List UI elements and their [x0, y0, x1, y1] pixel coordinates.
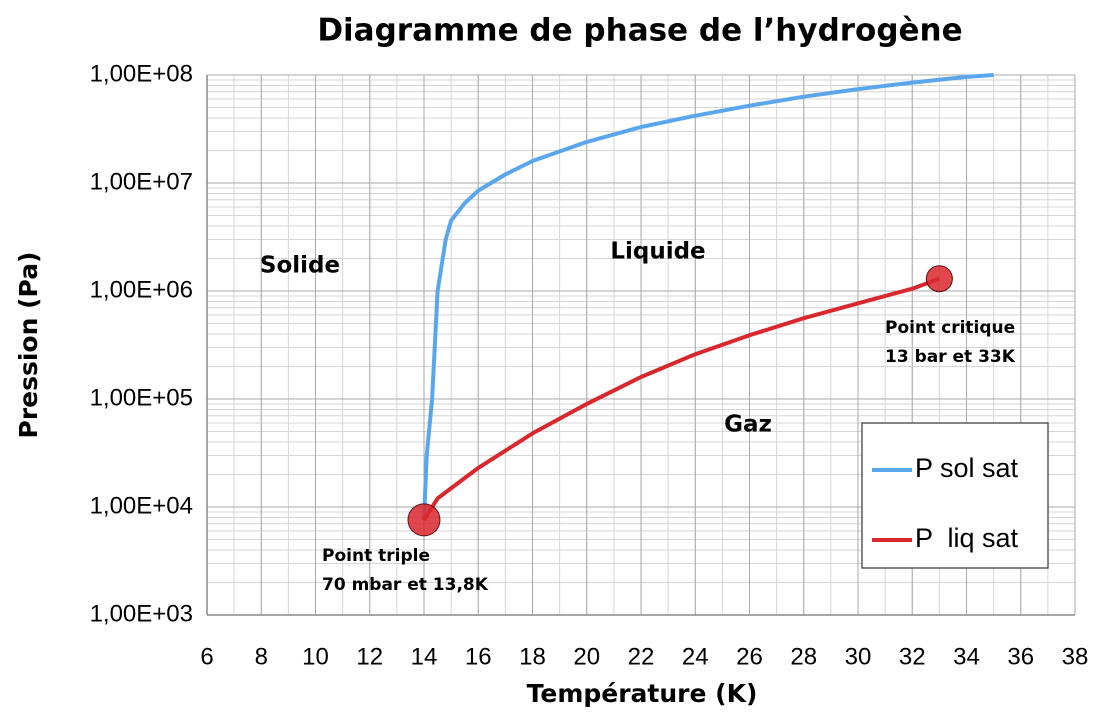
y-tick-label: 1,00E+06 [90, 276, 193, 303]
annotation: Gaz [724, 412, 772, 438]
legend-label: P sol sat [915, 453, 1019, 483]
x-tick-label: 34 [953, 643, 980, 670]
y-tick-label: 1,00E+08 [90, 60, 193, 87]
x-tick-label: 16 [465, 643, 492, 670]
x-tick-label: 38 [1062, 643, 1089, 670]
annotation: Point triple [322, 546, 430, 566]
annotation: 70 mbar et 13,8K [322, 575, 489, 595]
x-tick-label: 32 [899, 643, 926, 670]
y-tick-label: 1,00E+07 [90, 168, 193, 195]
annotation: Solide [260, 253, 340, 279]
y-axis-label: Pression (Pa) [14, 252, 43, 439]
x-tick-label: 20 [573, 643, 600, 670]
annotation: Point critique [885, 318, 1015, 338]
legend-box [861, 422, 1049, 569]
x-tick-label: 36 [1007, 643, 1034, 670]
line-series [422, 276, 941, 521]
line-series [422, 73, 994, 520]
annotation: Liquide [610, 239, 705, 265]
chart-title: Diagramme de phase de l’hydrogène [317, 13, 962, 49]
point-marker [925, 265, 953, 293]
x-tick-label: 24 [682, 643, 709, 670]
x-tick-label: 12 [356, 643, 383, 670]
x-tick-label: 22 [628, 643, 655, 670]
legend-label: P liq sat [915, 523, 1019, 553]
x-tick-label: 28 [790, 643, 817, 670]
x-tick-label: 6 [200, 643, 213, 670]
x-tick-label: 14 [411, 643, 438, 670]
x-tick-label: 30 [845, 643, 872, 670]
y-tick-label: 1,00E+03 [90, 600, 193, 627]
x-tick-label: 18 [519, 643, 546, 670]
y-tick-label: 1,00E+05 [90, 384, 193, 411]
x-axis-label: Température (K) [527, 679, 758, 708]
x-tick-label: 26 [736, 643, 763, 670]
annotation: 13 bar et 33K [885, 347, 1016, 367]
x-tick-label: 8 [255, 643, 268, 670]
x-tick-label: 10 [302, 643, 329, 670]
point-marker [407, 503, 441, 537]
y-tick-label: 1,00E+04 [90, 492, 193, 519]
